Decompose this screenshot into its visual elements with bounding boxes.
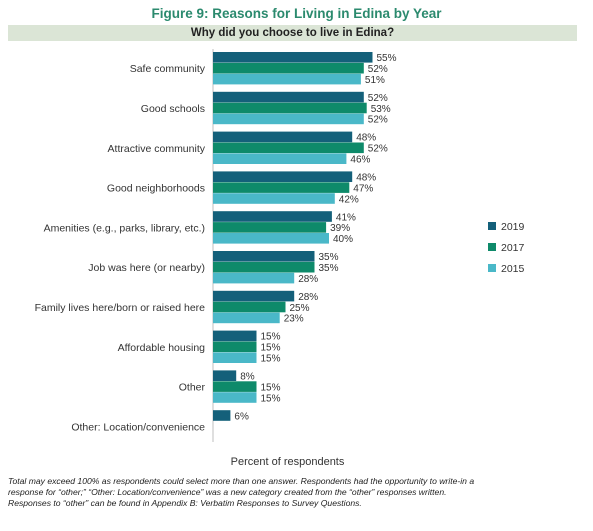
data-label: 15% bbox=[261, 332, 281, 343]
bar bbox=[213, 102, 367, 114]
bar bbox=[213, 233, 329, 244]
data-label: 47% bbox=[353, 183, 373, 194]
legend-label: 2019 bbox=[501, 221, 525, 233]
footnote-line: Responses to “other” can be found in App… bbox=[8, 498, 362, 508]
bar bbox=[213, 392, 257, 403]
bar bbox=[213, 261, 315, 273]
footnote: Total may exceed 100% as respondents cou… bbox=[8, 476, 586, 509]
bar bbox=[213, 131, 353, 143]
category-label: Other: Location/convenience bbox=[71, 421, 205, 433]
category-label: Good schools bbox=[141, 103, 205, 115]
category-label: Affordable housing bbox=[118, 342, 206, 354]
data-label: 40% bbox=[333, 234, 353, 245]
data-label: 52% bbox=[368, 93, 388, 104]
data-label: 15% bbox=[261, 382, 281, 393]
footnote-line: Total may exceed 100% as respondents cou… bbox=[8, 476, 475, 486]
category-label: Attractive community bbox=[108, 143, 206, 155]
data-label: 28% bbox=[298, 292, 318, 303]
data-label: 15% bbox=[261, 354, 281, 365]
bar bbox=[213, 290, 295, 302]
data-label: 23% bbox=[284, 314, 304, 325]
data-label: 6% bbox=[234, 411, 249, 422]
data-label: 39% bbox=[330, 223, 350, 234]
data-label: 52% bbox=[368, 64, 388, 75]
category-label: Job was here (or nearby) bbox=[88, 262, 205, 274]
bar bbox=[213, 251, 315, 262]
data-label: 8% bbox=[240, 372, 255, 383]
bar bbox=[213, 182, 350, 193]
bar bbox=[213, 301, 286, 313]
data-label: 25% bbox=[290, 303, 310, 314]
bar bbox=[213, 341, 257, 353]
legend-swatch bbox=[488, 264, 496, 272]
bar bbox=[213, 272, 295, 284]
bar bbox=[213, 211, 332, 222]
category-label: Family lives here/born or raised here bbox=[35, 302, 206, 314]
legend-swatch bbox=[488, 222, 496, 230]
data-label: 15% bbox=[261, 343, 281, 354]
bar bbox=[213, 62, 364, 74]
bar bbox=[213, 222, 327, 233]
bar bbox=[213, 153, 347, 164]
bar bbox=[213, 142, 364, 154]
bar bbox=[213, 370, 237, 381]
legend-label: 2015 bbox=[501, 263, 525, 275]
data-label: 46% bbox=[350, 155, 370, 166]
data-label: 41% bbox=[336, 212, 356, 223]
data-label: 35% bbox=[319, 252, 339, 263]
figure-title: Figure 9: Reasons for Living in Edina by… bbox=[151, 6, 442, 21]
bar bbox=[213, 330, 257, 342]
data-label: 42% bbox=[339, 194, 359, 205]
category-label: Other bbox=[179, 382, 206, 394]
legend-label: 2017 bbox=[501, 242, 525, 254]
legend-swatch bbox=[488, 243, 496, 251]
data-label: 55% bbox=[377, 53, 397, 64]
bar bbox=[213, 352, 257, 363]
data-label: 48% bbox=[356, 133, 376, 144]
bar bbox=[213, 52, 373, 63]
category-label: Safe community bbox=[130, 63, 206, 75]
data-label: 28% bbox=[298, 274, 318, 285]
data-label: 52% bbox=[368, 144, 388, 155]
data-label: 53% bbox=[371, 104, 391, 115]
data-label: 35% bbox=[319, 263, 339, 274]
bar bbox=[213, 113, 364, 125]
footnote-line: response for “other;” “Other: Location/c… bbox=[8, 487, 447, 497]
data-label: 48% bbox=[356, 173, 376, 184]
bar bbox=[213, 193, 335, 204]
bar bbox=[213, 381, 257, 392]
category-label: Good neighborhoods bbox=[107, 183, 205, 195]
bar bbox=[213, 312, 280, 324]
legend: 2019 2017 2015 bbox=[488, 221, 525, 275]
chart-title: Why did you choose to live in Edina? bbox=[8, 25, 577, 41]
bar bbox=[213, 410, 231, 421]
x-axis-label: Percent of respondents bbox=[230, 456, 345, 468]
category-label: Amenities (e.g., parks, library, etc.) bbox=[44, 222, 205, 234]
bar bbox=[213, 91, 364, 103]
data-label: 51% bbox=[365, 75, 385, 86]
data-label: 52% bbox=[368, 115, 388, 126]
data-label: 15% bbox=[261, 393, 281, 404]
bar bbox=[213, 171, 353, 182]
bar bbox=[213, 73, 361, 85]
